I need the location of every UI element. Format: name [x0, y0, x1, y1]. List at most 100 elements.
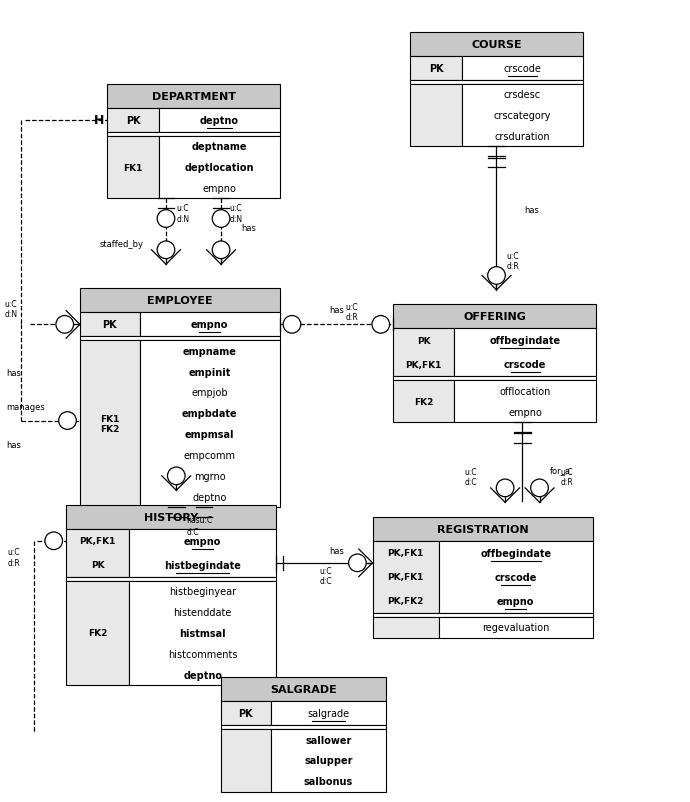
Text: has: has: [6, 440, 21, 450]
Bar: [393, 381, 454, 423]
Text: empmsal: empmsal: [185, 430, 235, 439]
Text: REGISTRATION: REGISTRATION: [437, 524, 529, 534]
Text: has: has: [329, 306, 344, 315]
Bar: [80, 289, 279, 313]
Ellipse shape: [56, 316, 74, 334]
Text: FK1
FK2: FK1 FK2: [100, 415, 119, 434]
Text: crsduration: crsduration: [495, 132, 550, 142]
Ellipse shape: [496, 480, 514, 497]
Text: deptno: deptno: [193, 492, 227, 502]
Text: empbdate: empbdate: [182, 409, 237, 419]
Text: for_a: for_a: [550, 465, 571, 474]
Text: PK: PK: [429, 63, 444, 74]
Text: crscode: crscode: [495, 572, 537, 582]
Text: histcomments: histcomments: [168, 649, 237, 659]
Text: staffed_by: staffed_by: [99, 240, 144, 249]
Bar: [108, 133, 279, 137]
Text: EMPLOYEE: EMPLOYEE: [147, 296, 213, 306]
Text: deptno: deptno: [200, 115, 239, 126]
Ellipse shape: [45, 533, 63, 550]
Text: u:C
d:R: u:C d:R: [346, 302, 358, 322]
Bar: [393, 377, 596, 381]
Ellipse shape: [488, 267, 505, 285]
Bar: [221, 729, 270, 792]
Text: u:C
d:R: u:C d:R: [8, 548, 20, 567]
Text: empcomm: empcomm: [184, 451, 236, 460]
Bar: [159, 109, 279, 133]
Text: COURSE: COURSE: [471, 40, 522, 50]
Ellipse shape: [168, 468, 185, 485]
Ellipse shape: [59, 412, 77, 430]
Text: PK: PK: [417, 337, 431, 346]
Bar: [270, 701, 386, 725]
Bar: [411, 85, 462, 148]
Text: deptname: deptname: [192, 142, 247, 152]
Text: histmsal: histmsal: [179, 628, 226, 638]
Bar: [140, 341, 279, 508]
Text: empno: empno: [509, 407, 542, 417]
Bar: [393, 305, 596, 329]
Text: crscode: crscode: [504, 63, 541, 74]
Text: mgrno: mgrno: [194, 472, 226, 481]
Text: u:C
d:N: u:C d:N: [229, 204, 242, 223]
Text: u:C
d:C: u:C d:C: [319, 566, 332, 585]
Bar: [80, 341, 140, 508]
Text: PK: PK: [239, 708, 253, 719]
Bar: [66, 577, 276, 581]
Text: OFFERING: OFFERING: [464, 312, 526, 322]
Bar: [270, 729, 386, 792]
Ellipse shape: [213, 241, 230, 259]
Text: PK,FK1: PK,FK1: [406, 360, 442, 370]
Text: empinit: empinit: [188, 367, 231, 377]
Text: H: H: [94, 115, 104, 128]
Text: salgrade: salgrade: [308, 708, 350, 719]
Bar: [439, 541, 593, 614]
Text: has: has: [241, 224, 257, 233]
Bar: [462, 57, 582, 81]
Bar: [66, 581, 129, 685]
Text: crscode: crscode: [504, 360, 546, 370]
Text: crsdesc: crsdesc: [504, 90, 541, 100]
Text: offlocation: offlocation: [500, 387, 551, 396]
Bar: [462, 85, 582, 148]
Text: u:C
d:R: u:C d:R: [561, 468, 573, 487]
Ellipse shape: [157, 210, 175, 228]
Text: PK,FK1: PK,FK1: [387, 573, 424, 581]
Bar: [373, 541, 439, 614]
Text: u:C
d:R: u:C d:R: [507, 251, 520, 270]
Bar: [454, 381, 596, 423]
Text: histenddate: histenddate: [173, 607, 232, 618]
Bar: [439, 618, 593, 638]
Text: PK,FK1: PK,FK1: [79, 537, 116, 545]
Bar: [373, 517, 593, 541]
Text: FK1: FK1: [124, 164, 143, 172]
Text: u:C
d:C: u:C d:C: [464, 468, 477, 487]
Bar: [159, 137, 279, 199]
Text: has: has: [329, 547, 344, 556]
Bar: [108, 85, 279, 109]
Text: empno: empno: [497, 596, 535, 606]
Ellipse shape: [283, 316, 301, 334]
Bar: [411, 33, 582, 57]
Text: u:C
d:N: u:C d:N: [4, 299, 17, 318]
Bar: [221, 725, 386, 729]
Text: u:C
d:N: u:C d:N: [176, 204, 190, 223]
Text: empno: empno: [191, 320, 228, 330]
Text: DEPARTMENT: DEPARTMENT: [152, 91, 235, 102]
Text: SALGRADE: SALGRADE: [270, 684, 337, 695]
Text: empno: empno: [202, 184, 236, 194]
Text: sallower: sallower: [305, 735, 352, 744]
Bar: [411, 81, 582, 85]
Bar: [140, 313, 279, 337]
Bar: [108, 137, 159, 199]
Ellipse shape: [157, 241, 175, 259]
Bar: [129, 529, 276, 577]
Bar: [454, 329, 596, 377]
Text: PK: PK: [91, 561, 104, 569]
Text: histbeginyear: histbeginyear: [169, 586, 236, 597]
Bar: [108, 109, 159, 133]
Text: has: has: [524, 205, 539, 215]
Text: has: has: [6, 368, 21, 378]
Text: PK,FK2: PK,FK2: [387, 597, 424, 606]
Text: PK: PK: [103, 320, 117, 330]
